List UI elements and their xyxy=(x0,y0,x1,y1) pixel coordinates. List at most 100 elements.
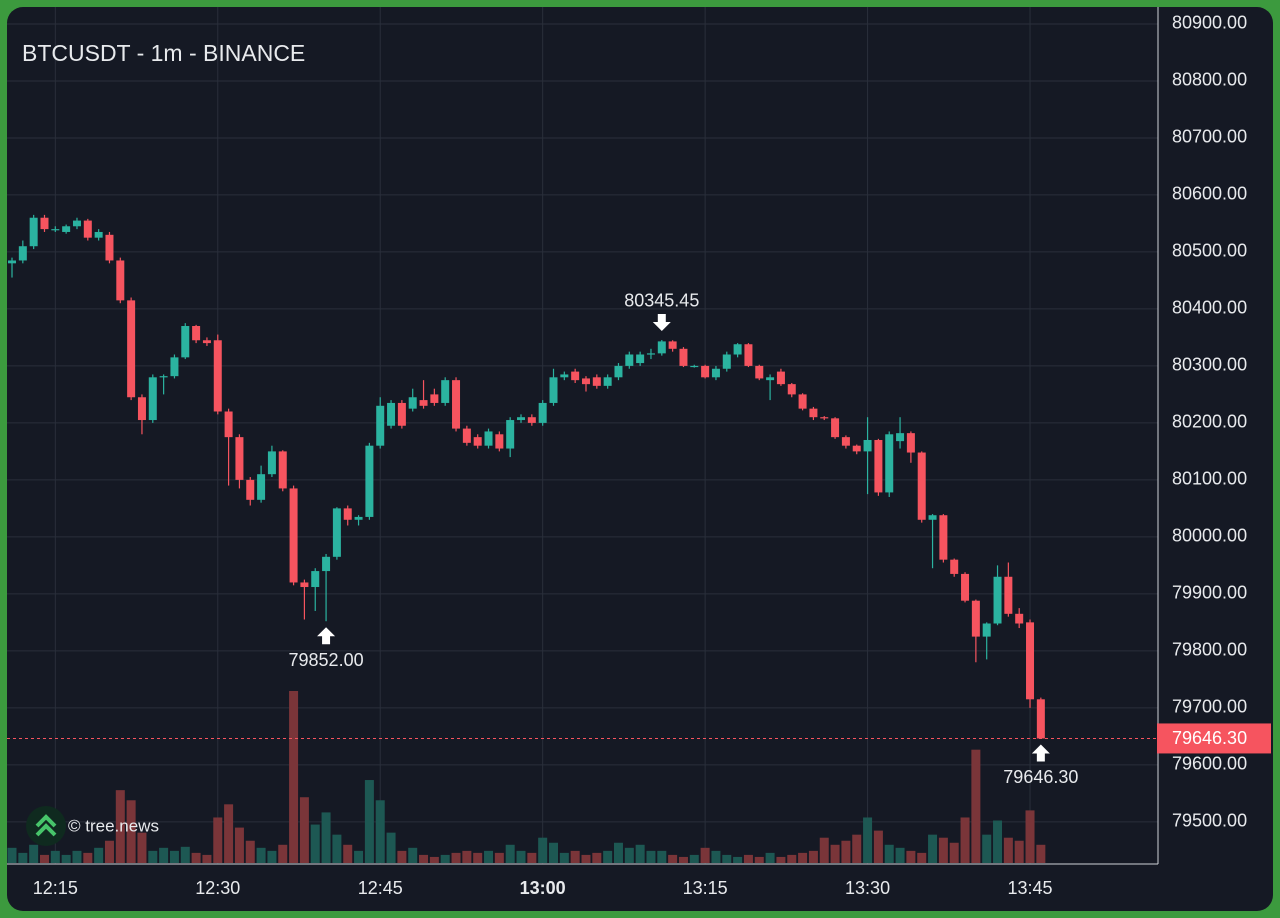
candle-body xyxy=(246,479,255,500)
y-tick-label: 80600.00 xyxy=(1172,184,1247,204)
volume-bar xyxy=(917,852,927,863)
volume-bar xyxy=(137,832,147,863)
volume-bar xyxy=(689,854,699,863)
volume-bar xyxy=(159,847,169,863)
volume-bar xyxy=(473,852,483,863)
candle-body xyxy=(51,229,60,231)
volume-bar xyxy=(354,850,364,863)
candle-body xyxy=(646,353,655,355)
volume-bar xyxy=(213,817,223,863)
candle-body xyxy=(690,365,699,368)
candle-body xyxy=(852,445,861,452)
volume-bar xyxy=(332,834,342,863)
candle-body xyxy=(874,439,883,493)
volume-bar xyxy=(7,847,17,863)
candle-body xyxy=(40,217,49,230)
volume-bar xyxy=(289,691,299,863)
volume-bar xyxy=(613,842,623,863)
candle-body xyxy=(636,354,645,364)
volume-bar xyxy=(754,856,764,863)
candle-body xyxy=(571,371,580,381)
candle-body xyxy=(452,380,461,429)
volume-bar xyxy=(364,780,374,863)
candle-body xyxy=(950,559,959,574)
volume-bar xyxy=(668,854,678,863)
volume-bar xyxy=(852,834,862,863)
candle-body xyxy=(506,420,515,449)
candle-body xyxy=(776,371,785,385)
candle-body xyxy=(755,365,764,379)
watermark: © tree.news xyxy=(68,816,159,835)
candle-body xyxy=(766,377,775,381)
y-tick-label: 80100.00 xyxy=(1172,469,1247,489)
candle-body xyxy=(278,451,287,489)
candle-body xyxy=(863,439,872,452)
candle-body xyxy=(538,402,547,423)
candle-body xyxy=(928,515,937,520)
candle-body xyxy=(83,220,92,238)
candle-body xyxy=(343,508,352,520)
candle-body xyxy=(581,378,590,385)
candle-body xyxy=(267,451,276,475)
candles xyxy=(8,214,1045,739)
candle-body xyxy=(679,348,688,366)
volume-bar xyxy=(191,852,201,863)
y-tick-label: 80900.00 xyxy=(1172,13,1247,33)
candle-body xyxy=(798,394,807,409)
candle-body xyxy=(365,445,374,517)
volume-bar xyxy=(39,854,49,863)
volume-bar xyxy=(765,852,775,863)
candle-body xyxy=(94,231,103,238)
volume-bar xyxy=(884,844,894,863)
volume-bar xyxy=(440,854,450,863)
volume-bar xyxy=(657,850,667,863)
candle-body xyxy=(387,402,396,426)
volume-bar xyxy=(245,840,255,863)
candle-body xyxy=(322,556,331,572)
volume-bar xyxy=(711,850,721,863)
volume-bar xyxy=(928,834,938,863)
volume-bar xyxy=(982,834,992,863)
candle-body xyxy=(971,600,980,637)
candle-body xyxy=(625,354,634,366)
volume-bar xyxy=(830,844,840,863)
candle-body xyxy=(939,515,948,560)
candle-body xyxy=(257,474,266,500)
candle-body xyxy=(354,516,363,520)
candle-body xyxy=(300,582,309,588)
candle-body xyxy=(62,226,71,232)
candle-body xyxy=(809,408,818,418)
x-tick-label: 12:45 xyxy=(358,878,403,898)
marker-label: 80345.45 xyxy=(624,291,699,311)
volume-bar xyxy=(278,844,288,863)
y-tick-label: 80700.00 xyxy=(1172,127,1247,147)
candle-body xyxy=(235,437,244,480)
x-tick-label: 12:30 xyxy=(195,878,240,898)
last-price-box xyxy=(1157,723,1271,754)
volume-bar xyxy=(408,847,418,863)
volume-bar xyxy=(1036,844,1046,863)
candle-body xyxy=(311,571,320,588)
candle-body xyxy=(517,417,526,421)
volume-bar xyxy=(494,852,504,863)
x-tick-label: 13:15 xyxy=(683,878,728,898)
watermark-logo xyxy=(26,806,66,846)
volume-bar xyxy=(993,820,1003,863)
candle-body xyxy=(841,437,850,446)
volume-bar xyxy=(180,846,190,863)
candle-body xyxy=(831,418,840,438)
volume-bar xyxy=(451,852,461,863)
candle-body xyxy=(72,220,81,227)
candle-body xyxy=(213,340,222,412)
volume-bar xyxy=(429,856,439,863)
volume-bar xyxy=(104,840,114,863)
volume-bar xyxy=(570,850,580,863)
y-tick-label: 79500.00 xyxy=(1172,811,1247,831)
volume-bar xyxy=(18,852,28,863)
volume-bar xyxy=(808,850,818,863)
volume-bar xyxy=(700,847,710,863)
candle-body xyxy=(8,260,16,264)
volume-bar xyxy=(646,850,656,863)
